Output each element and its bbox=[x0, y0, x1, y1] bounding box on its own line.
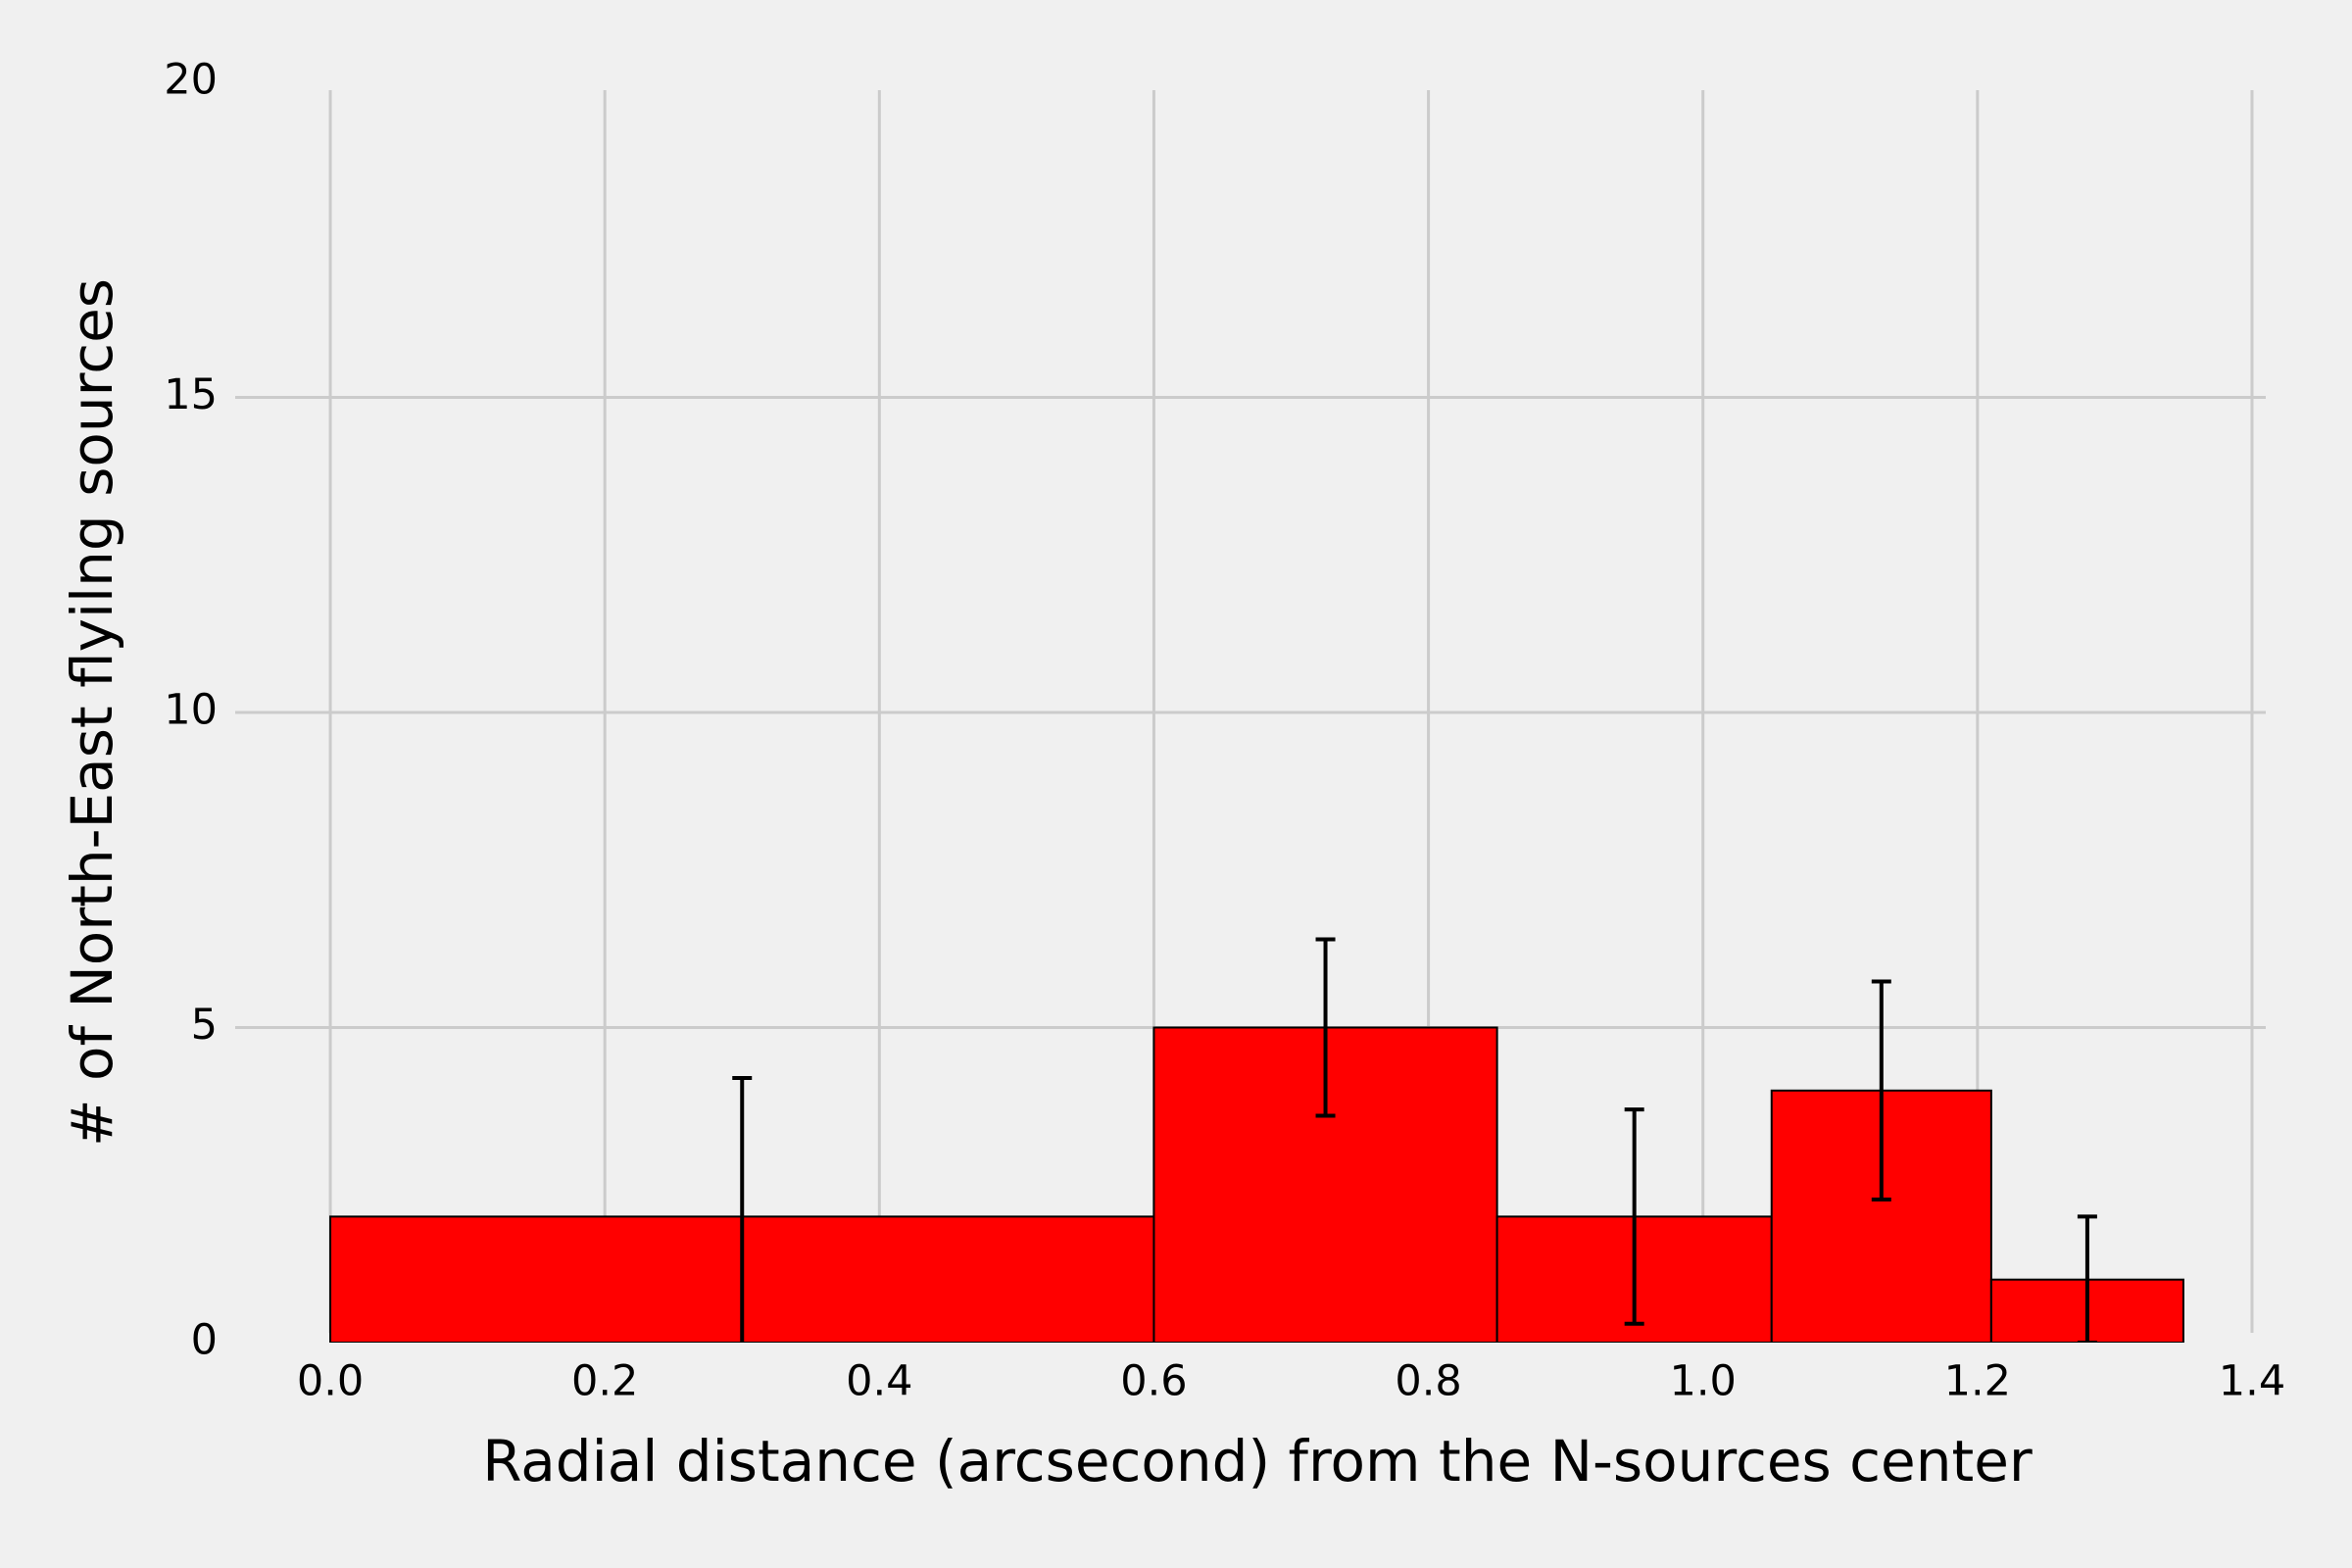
x-tick-label: 1.2 bbox=[1944, 1357, 2011, 1406]
x-tick-label: 0.0 bbox=[297, 1357, 364, 1406]
y-tick-label: 0 bbox=[191, 1316, 218, 1365]
x-tick-label: 1.4 bbox=[2219, 1357, 2285, 1406]
x-tick-label: 0.4 bbox=[846, 1357, 912, 1406]
labels: 0.0 0.2 0.4 0.6 0.8 1.0 1.2 1.4 0 5 10 15 20 bbox=[164, 56, 2285, 1406]
y-tick-label: 5 bbox=[191, 1001, 218, 1050]
y-tick-label: 10 bbox=[164, 686, 218, 735]
x-tick-label: 0.8 bbox=[1395, 1357, 1461, 1406]
bar bbox=[329, 1215, 744, 1343]
x-axis-label: Radial distance (arcsecond) from the N-s… bbox=[482, 1428, 2033, 1494]
x-tick-label: 0.2 bbox=[571, 1357, 638, 1406]
y-tick-label: 15 bbox=[164, 370, 218, 419]
y-tick-label: 20 bbox=[164, 56, 218, 105]
x-tick-label: 0.6 bbox=[1120, 1357, 1187, 1406]
bar bbox=[741, 1215, 1155, 1343]
plot-area bbox=[329, 937, 2184, 1343]
y-axis-label: # of North-East flyilng sources bbox=[59, 278, 125, 1147]
x-tick-label: 1.0 bbox=[1670, 1357, 1737, 1406]
grid bbox=[235, 90, 2266, 1333]
